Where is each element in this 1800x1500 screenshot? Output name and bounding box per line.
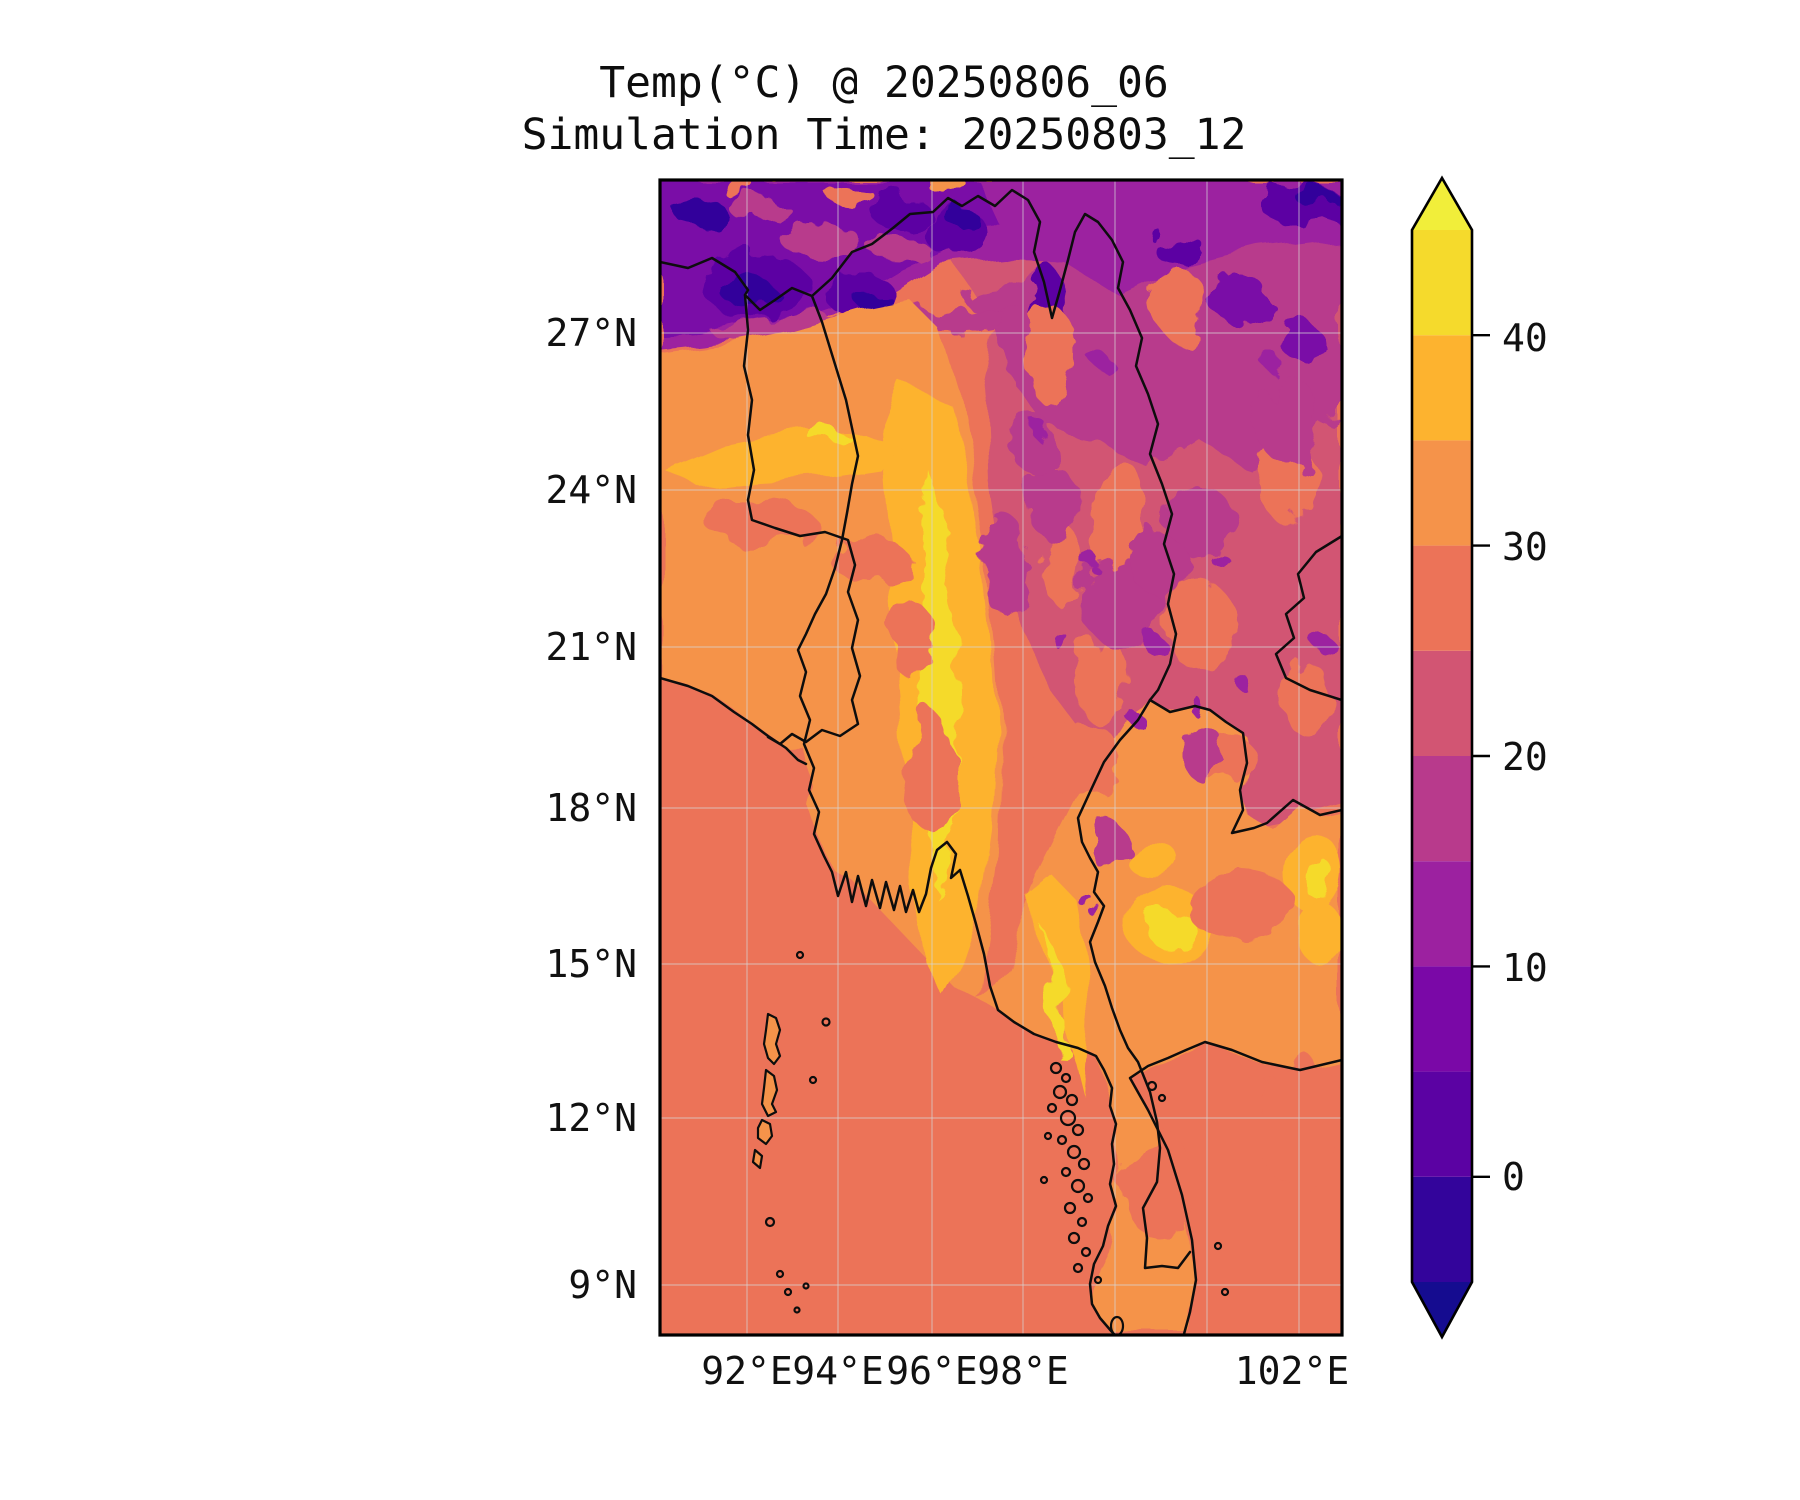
thailand-land-region xyxy=(978,700,1342,1335)
bangladesh-border xyxy=(742,293,862,746)
highlands-cool-region xyxy=(985,214,1342,470)
y-axis-tick-label: 27°N xyxy=(545,311,637,355)
laos-border xyxy=(1274,534,1342,702)
colorbar-tick-label: 20 xyxy=(1502,735,1548,779)
figure-title: Temp(°C) @ 20250806_06 xyxy=(599,58,1169,108)
coastlines xyxy=(660,294,1342,1335)
y-axis-tick-label: 9°N xyxy=(568,1263,637,1307)
y-axis-tick-label: 12°N xyxy=(545,1096,637,1140)
colorbar-tick-label: 30 xyxy=(1502,525,1548,569)
coldest-patches xyxy=(674,180,1342,345)
y-axis-tick-label: 15°N xyxy=(545,942,637,986)
country-borders xyxy=(660,188,1342,1270)
colorbar-tick-label: 0 xyxy=(1502,1155,1525,1199)
himalaya-china-border xyxy=(660,188,1342,835)
colorbar-outline xyxy=(1410,175,1474,1340)
myanmar-thailand-border xyxy=(1076,698,1192,1270)
temperature-field xyxy=(660,180,1342,1335)
x-axis-tick-label: 92°E xyxy=(701,1349,793,1393)
islands xyxy=(751,950,1230,1335)
figure-subtitle: Simulation Time: 20250803_12 xyxy=(521,110,1247,160)
gulf-of-thailand-coastline xyxy=(1128,1040,1342,1335)
bay-north-shore-coastline xyxy=(660,676,808,766)
x-axis-tick-label: 98°E xyxy=(977,1349,1069,1393)
colorbar-segments xyxy=(1412,178,1472,1337)
y-axis-tick-label: 21°N xyxy=(545,625,637,669)
colorbar-tick-label: 40 xyxy=(1502,316,1548,360)
y-axis-tick-label: 24°N xyxy=(545,468,637,512)
myanmar-coastline xyxy=(796,294,1118,1334)
y-axis-tick-label: 18°N xyxy=(545,786,637,830)
plot-frame xyxy=(658,178,1344,1337)
x-axis-tick-label: 94°E xyxy=(792,1349,884,1393)
colorbar-tick-marks xyxy=(1472,334,1490,1179)
texture-patches xyxy=(705,269,1342,1240)
x-axis-tick-label: 96°E xyxy=(886,1349,978,1393)
colorbar xyxy=(1410,175,1490,1340)
colorbar-tick-label: 10 xyxy=(1502,946,1548,990)
map-plot xyxy=(658,178,1344,1337)
x-axis-tick-label: 102°E xyxy=(1234,1349,1350,1393)
